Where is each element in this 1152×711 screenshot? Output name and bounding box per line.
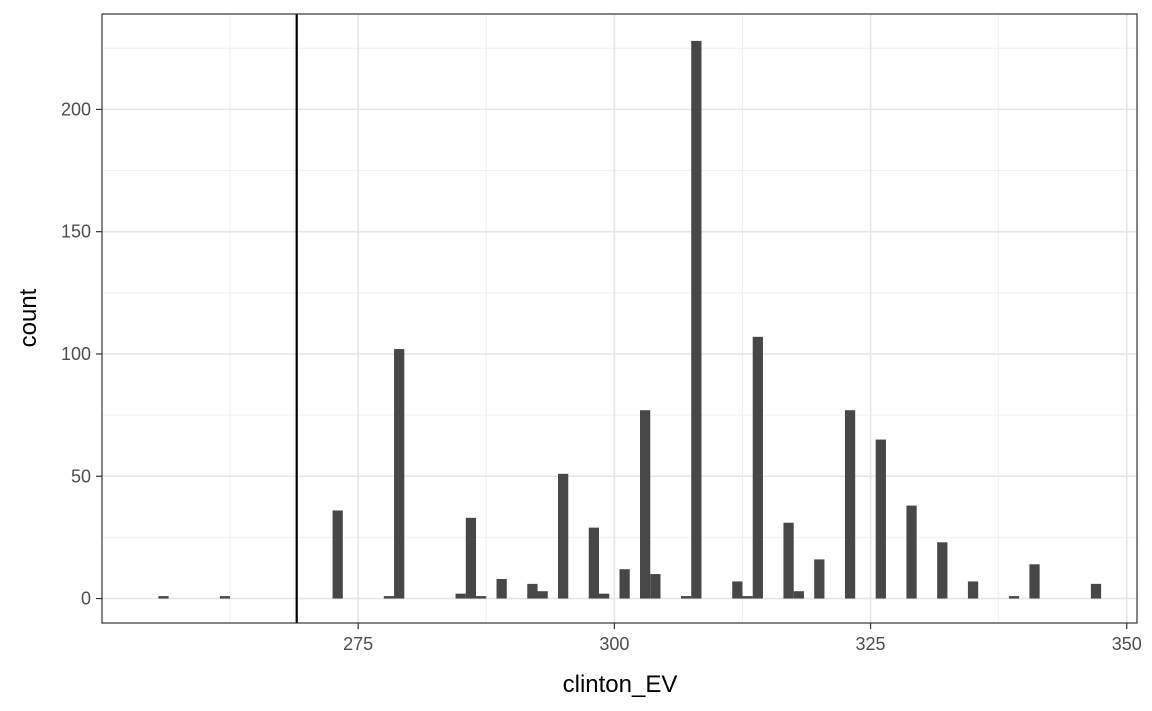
y-tick-label: 0 bbox=[81, 589, 91, 609]
histogram-bar bbox=[783, 522, 794, 599]
histogram-bar bbox=[937, 542, 948, 599]
histogram-bar bbox=[844, 410, 856, 599]
histogram-bar bbox=[875, 439, 886, 599]
x-tick-label: 300 bbox=[599, 634, 629, 654]
x-axis-title: clinton_EV bbox=[563, 671, 678, 698]
histogram-bar bbox=[732, 581, 743, 599]
histogram-bar bbox=[691, 40, 702, 599]
histogram-bar bbox=[158, 596, 169, 599]
histogram-bar bbox=[619, 569, 630, 599]
histogram-bar bbox=[680, 596, 692, 599]
y-axis-title: count bbox=[15, 288, 42, 347]
histogram-bar bbox=[332, 510, 343, 599]
histogram-bar bbox=[537, 591, 548, 599]
histogram-bar bbox=[814, 559, 825, 599]
histogram-bar bbox=[1008, 596, 1020, 599]
y-axis: 0 50 100 150 200 bbox=[61, 99, 102, 609]
histogram-bar bbox=[476, 596, 487, 599]
histogram-bar bbox=[793, 591, 804, 599]
y-tick-label: 100 bbox=[61, 344, 91, 364]
histogram-bar bbox=[383, 596, 395, 599]
histogram-bar bbox=[599, 593, 610, 599]
histogram-bar bbox=[496, 578, 507, 599]
histogram-bar bbox=[906, 505, 917, 599]
histogram-bar bbox=[742, 596, 753, 599]
histogram-bar bbox=[1029, 564, 1040, 599]
y-tick-label: 150 bbox=[61, 222, 91, 242]
histogram-bar bbox=[650, 574, 661, 599]
histogram-bar bbox=[465, 517, 477, 599]
histogram-bar bbox=[639, 410, 651, 599]
y-tick-label: 50 bbox=[71, 466, 91, 486]
y-tick-label: 200 bbox=[61, 99, 91, 119]
histogram-bar bbox=[967, 581, 979, 599]
panel-background bbox=[102, 14, 1137, 623]
histogram-bar bbox=[1090, 583, 1102, 599]
histogram-bar bbox=[394, 349, 405, 599]
minor-gridlines bbox=[102, 14, 1137, 623]
histogram-bar bbox=[588, 527, 600, 599]
histogram-bar bbox=[752, 336, 763, 599]
x-tick-label: 275 bbox=[343, 634, 373, 654]
histogram-bar bbox=[527, 583, 538, 599]
x-tick-label: 325 bbox=[856, 634, 886, 654]
histogram-bar bbox=[455, 593, 466, 599]
histogram-bar bbox=[558, 473, 569, 599]
panel-border bbox=[101, 13, 1138, 624]
bars bbox=[158, 40, 1102, 599]
x-tick-label: 350 bbox=[1112, 634, 1142, 654]
x-axis: 275 300 325 350 bbox=[343, 623, 1142, 654]
histogram-bar bbox=[219, 596, 231, 599]
